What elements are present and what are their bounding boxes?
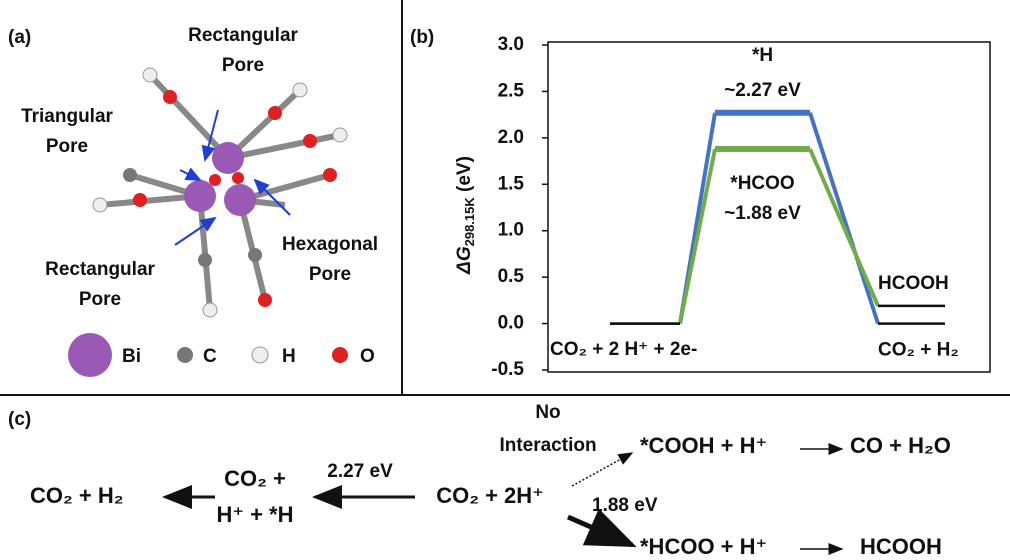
legend-label: C xyxy=(203,346,217,367)
y-tick-label: 2.0 xyxy=(498,127,524,148)
y-tick-label: 0.0 xyxy=(498,313,524,334)
connector xyxy=(810,113,878,324)
species: CO₂ + 2H⁺ xyxy=(436,483,544,508)
series-name: *H xyxy=(752,45,773,66)
species: CO₂ + H₂ xyxy=(30,483,124,508)
reaction-scheme: CO₂ + H₂ CO₂ +H⁺ + *H 2.27 eV CO₂ + 2H⁺ … xyxy=(30,402,951,559)
figure: (a) (b) (c) RectangularPore TriangularPo… xyxy=(0,0,1010,560)
species: *COOH + H⁺ xyxy=(640,433,767,458)
species: HCOOH xyxy=(860,534,942,559)
y-tick-label: 0.5 xyxy=(498,266,525,287)
end-label: CO₂ + H₂ xyxy=(878,340,959,361)
legend-label: O xyxy=(360,346,375,367)
y-tick-label: 1.0 xyxy=(498,220,524,241)
species: *HCOO + H⁺ xyxy=(640,534,767,559)
y-tick-label: 3.0 xyxy=(498,34,524,55)
legend-label: H xyxy=(282,346,296,367)
connector xyxy=(810,149,878,306)
species: CO₂ +H⁺ + *H xyxy=(216,466,293,527)
value-label: ~2.27 eV xyxy=(724,80,801,101)
energy-diagram: 3.0 2.5 2.0 1.5 1.0 0.5 0.0 -0.5 *H ~2.27 eV CO₂ +… xyxy=(491,34,959,380)
arrow xyxy=(572,453,632,486)
connector xyxy=(680,149,715,324)
energy-label: 2.27 eV xyxy=(327,461,393,482)
value-label: ~1.88 eV xyxy=(724,203,801,224)
panel-label: (c) xyxy=(8,409,31,430)
legend: Bi C H O xyxy=(68,333,375,377)
y-tick-label: -0.5 xyxy=(491,359,524,380)
start-label: CO₂ + 2 H⁺ + 2e- xyxy=(550,339,697,360)
energy-label: 1.88 eV xyxy=(592,495,658,516)
y-tick-label: 2.5 xyxy=(498,80,525,101)
legend-label: Bi xyxy=(122,346,141,367)
end-label: HCOOH xyxy=(878,273,949,294)
y-axis-label: ΔG298.15K (eV) xyxy=(454,156,477,275)
species: CO + H₂O xyxy=(850,433,951,458)
panel-label: (b) xyxy=(410,27,434,48)
panel-label: (a) xyxy=(8,27,31,48)
series-name: *HCOO xyxy=(730,173,794,194)
arrow xyxy=(568,517,632,545)
y-tick-label: 1.5 xyxy=(498,173,525,194)
